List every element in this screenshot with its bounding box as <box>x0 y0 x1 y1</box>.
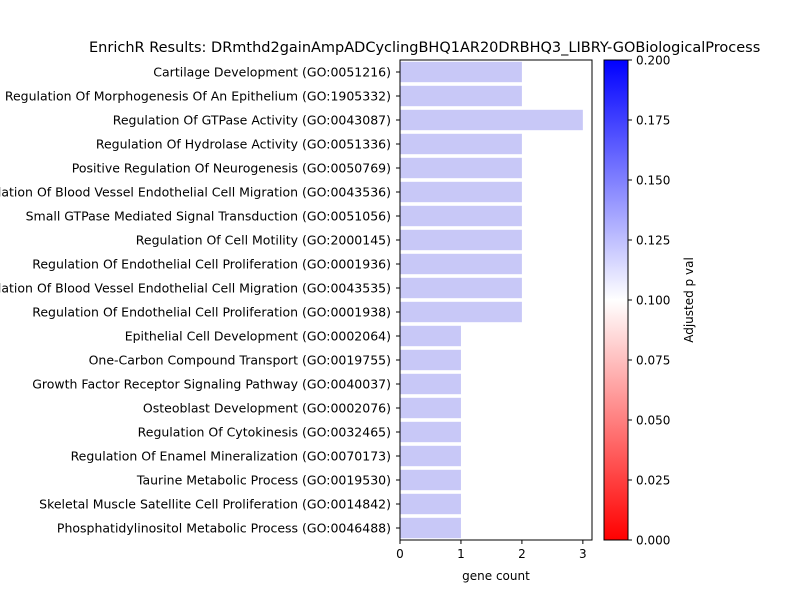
y-tick-label: Regulation Of Morphogenesis Of An Epithe… <box>5 89 391 104</box>
bar <box>400 109 583 131</box>
colorbar-tick-label: 0.050 <box>636 414 670 428</box>
y-tick-label: Skeletal Muscle Satellite Cell Prolifera… <box>39 497 391 512</box>
bar <box>400 445 461 467</box>
y-tick-label: One-Carbon Compound Transport (GO:001975… <box>89 353 391 368</box>
colorbar-tick-label: 0.150 <box>636 174 670 188</box>
bar <box>400 85 522 107</box>
y-tick-label: Regulation Of Endothelial Cell Prolifera… <box>32 305 391 320</box>
colorbar-tick-label: 0.100 <box>636 294 670 308</box>
y-tick-label: Small GTPase Mediated Signal Transductio… <box>26 209 391 224</box>
bar <box>400 301 522 323</box>
colorbar-tick-label: 0.025 <box>636 474 670 488</box>
y-tick-label: Regulation Of Hydrolase Activity (GO:005… <box>96 137 391 152</box>
y-tick-label: Positive Regulation Of Neurogenesis (GO:… <box>72 161 391 176</box>
bar <box>400 181 522 203</box>
y-tick-label: Osteoblast Development (GO:0002076) <box>143 401 391 416</box>
y-tick-label: Growth Factor Receptor Signaling Pathway… <box>32 377 391 392</box>
colorbar-tick-label: 0.175 <box>636 114 670 128</box>
bar <box>400 373 461 395</box>
bar <box>400 325 461 347</box>
y-tick-labels: Cartilage Development (GO:0051216) Regula… <box>0 65 400 536</box>
colorbar-tick-label: 0.125 <box>636 234 670 248</box>
bar <box>400 61 522 83</box>
y-tick-label: Cartilage Development (GO:0051216) <box>153 65 391 80</box>
colorbar-tick-label: 0.000 <box>636 534 670 548</box>
bar <box>400 349 461 371</box>
colorbar <box>603 59 629 541</box>
colorbar-tick-label: 0.075 <box>636 354 670 368</box>
chart-title: EnrichR Results: DRmthd2gainAmpADCycling… <box>89 40 760 56</box>
y-tick-label: Regulation Of Cytokinesis (GO:0032465) <box>138 425 391 440</box>
bar <box>400 205 522 227</box>
colorbar-label: Adjusted p val <box>682 257 696 343</box>
bar <box>400 229 522 251</box>
y-tick-label: Regulation Of Cell Motility (GO:2000145) <box>136 233 391 248</box>
x-axis-label: gene count <box>462 569 530 583</box>
y-tick-label: Regulation Of Blood Vessel Endothelial C… <box>0 185 391 200</box>
bar <box>400 517 461 539</box>
x-tick-label: 0 <box>396 547 404 561</box>
y-tick-label: Regulation Of Blood Vessel Endothelial C… <box>0 281 391 296</box>
bar <box>400 493 461 515</box>
bar <box>400 397 461 419</box>
bar <box>400 253 522 275</box>
y-tick-label: Regulation Of Endothelial Cell Prolifera… <box>32 257 391 272</box>
x-tick-label: 1 <box>457 547 465 561</box>
colorbar-tick-label: 0.200 <box>636 54 670 68</box>
y-tick-label: Epithelial Cell Development (GO:0002064) <box>125 329 391 344</box>
y-tick-label: Regulation Of Enamel Mineralization (GO:… <box>71 449 391 464</box>
y-tick-label: Taurine Metabolic Process (GO:0019530) <box>136 473 391 488</box>
x-tick-label: 3 <box>579 547 587 561</box>
y-tick-label: Regulation Of GTPase Activity (GO:004308… <box>113 113 391 128</box>
x-axis: 0 1 2 3 <box>396 540 587 561</box>
bars-group <box>400 61 583 539</box>
plot-frame <box>399 59 593 541</box>
bar <box>400 157 522 179</box>
y-tick-label: Phosphatidylinositol Metabolic Process (… <box>57 521 391 536</box>
colorbar-ticks: 0.000 0.025 0.050 0.075 0.100 0.125 0.150 0.175… <box>628 54 670 548</box>
bar <box>400 469 461 491</box>
bar <box>400 421 461 443</box>
bar <box>400 133 522 155</box>
bar <box>400 277 522 299</box>
x-tick-label: 2 <box>518 547 526 561</box>
